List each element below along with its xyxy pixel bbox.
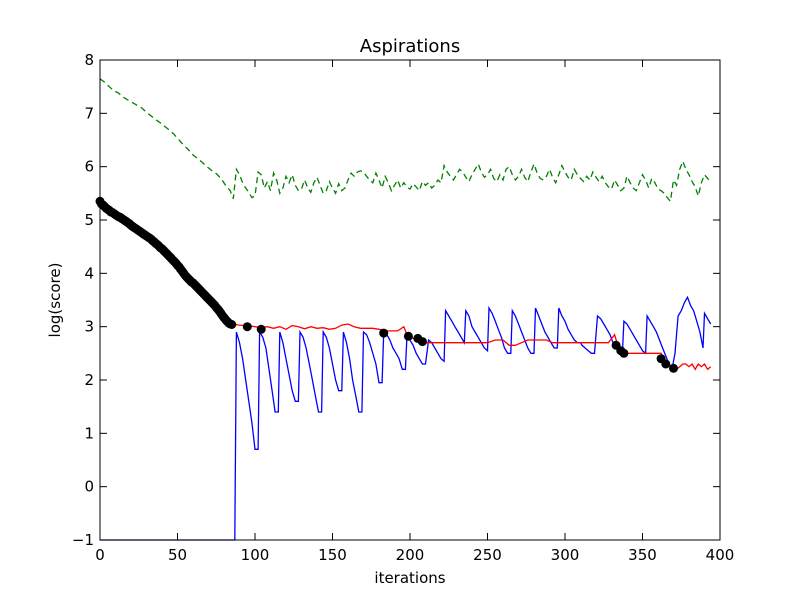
series-line-1	[100, 295, 712, 541]
marker-point	[256, 324, 266, 334]
x-axis-ticks: 0 50 100 150 200 250 300 350 400	[95, 60, 734, 564]
marker-point	[661, 359, 671, 369]
marker-layer	[95, 196, 678, 373]
y-axis-label: log(score)	[46, 263, 64, 338]
x-tick-label: 350	[628, 546, 657, 564]
marker-point	[403, 331, 413, 341]
plot-area	[100, 60, 720, 540]
x-tick-label: 300	[551, 546, 580, 564]
y-axis-ticks: −1 0 1 2 3 4 5 6 7 8	[72, 51, 720, 549]
marker-point	[379, 328, 389, 338]
x-tick-label: 50	[168, 546, 187, 564]
y-tick-label: 3	[84, 318, 94, 336]
x-tick-label: 250	[473, 546, 502, 564]
y-tick-label: 7	[84, 104, 94, 122]
y-tick-label: 8	[84, 51, 94, 69]
marker-point	[227, 320, 237, 329]
y-tick-label: −1	[72, 531, 94, 549]
x-tick-label: 100	[241, 546, 270, 564]
x-tick-label: 400	[706, 546, 735, 564]
y-tick-label: 0	[84, 478, 94, 496]
marker-point	[242, 322, 252, 332]
y-tick-label: 2	[84, 371, 94, 389]
series-line-0	[99, 78, 712, 203]
x-axis-label: iterations	[374, 569, 445, 587]
y-tick-label: 4	[84, 264, 94, 282]
marker-point	[669, 363, 678, 373]
x-tick-label: 0	[95, 546, 105, 564]
chart-title: Aspirations	[360, 36, 460, 57]
y-tick-label: 5	[84, 211, 94, 229]
marker-point	[619, 348, 629, 358]
marker-point	[417, 337, 427, 347]
y-tick-label: 6	[84, 158, 94, 176]
x-tick-label: 150	[318, 546, 347, 564]
x-tick-label: 200	[396, 546, 425, 564]
y-tick-label: 1	[84, 424, 94, 442]
